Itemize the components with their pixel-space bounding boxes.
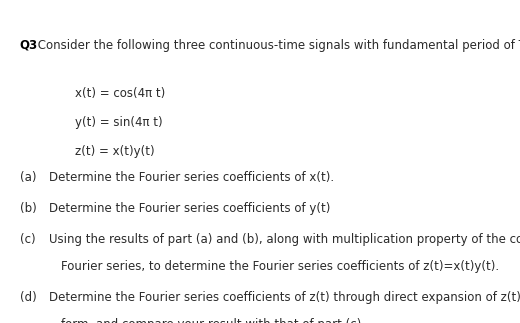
- Text: Determine the Fourier series coefficients of x(t).: Determine the Fourier series coefficient…: [49, 171, 334, 184]
- Text: Using the results of part (a) and (b), along with multiplication property of the: Using the results of part (a) and (b), a…: [49, 233, 520, 245]
- Text: Determine the Fourier series coefficients of y(t): Determine the Fourier series coefficient…: [49, 202, 331, 215]
- Text: z(t) = x(t)y(t): z(t) = x(t)y(t): [75, 145, 155, 158]
- Text: Determine the Fourier series coefficients of z(t) through direct expansion of z(: Determine the Fourier series coefficient…: [49, 291, 520, 304]
- Text: form, and compare your result with that of part (c).: form, and compare your result with that …: [61, 318, 366, 323]
- Text: x(t) = cos(4π t): x(t) = cos(4π t): [75, 87, 166, 100]
- Text: (c): (c): [20, 233, 35, 245]
- Text: (b): (b): [20, 202, 36, 215]
- Text: y(t) = sin(4π t): y(t) = sin(4π t): [75, 116, 163, 129]
- Text: (a): (a): [20, 171, 36, 184]
- Text: Fourier series, to determine the Fourier series coefficients of z(t)=x(t)y(t).: Fourier series, to determine the Fourier…: [61, 260, 500, 273]
- Text: Consider the following three continuous-time signals with fundamental period of : Consider the following three continuous-…: [34, 39, 520, 52]
- Text: (d): (d): [20, 291, 36, 304]
- Text: Q3: Q3: [20, 39, 38, 52]
